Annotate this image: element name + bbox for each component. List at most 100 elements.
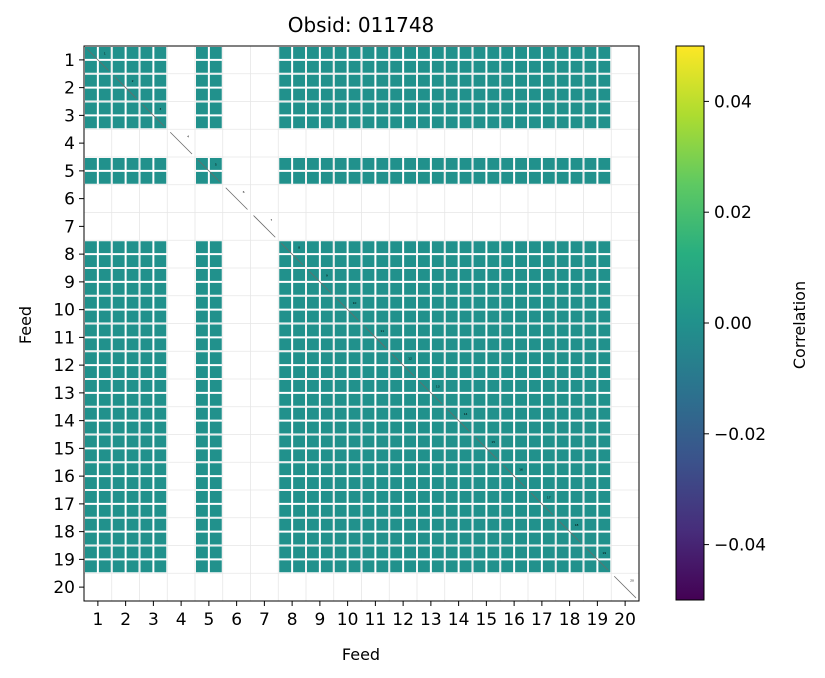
heatmap-cell <box>529 241 541 254</box>
heatmap-cell <box>570 310 583 323</box>
y-tick-label: 14 <box>53 412 75 432</box>
heatmap-cell <box>140 296 153 309</box>
heatmap-cell <box>112 352 125 365</box>
heatmap-cell <box>307 310 319 323</box>
heatmap-block-13-2 <box>112 380 139 406</box>
heatmap-cell <box>196 477 208 489</box>
heatmap-block-16-12 <box>390 463 416 489</box>
heatmap-cell <box>320 352 333 365</box>
heatmap-cell <box>501 477 514 489</box>
heatmap-cell <box>598 393 611 406</box>
heatmap-cell <box>112 102 125 115</box>
heatmap-cell <box>431 60 444 73</box>
heatmap-cell <box>598 158 611 170</box>
heatmap-cell <box>362 116 375 129</box>
heatmap-cell <box>196 352 208 365</box>
heatmap-cell <box>307 366 319 378</box>
heatmap-cell <box>307 546 319 559</box>
heatmap-cell <box>279 352 292 365</box>
heatmap-cell <box>293 352 305 365</box>
heatmap-cell <box>348 393 361 406</box>
heatmap-cell <box>98 282 111 295</box>
heatmap-cell <box>515 366 527 378</box>
heatmap-cell <box>320 532 333 545</box>
heatmap-block-10-3 <box>140 296 167 323</box>
heatmap-cell <box>598 324 611 337</box>
x-tick-label: 12 <box>392 610 414 630</box>
heatmap-cell <box>112 532 125 545</box>
heatmap-cell <box>542 393 555 406</box>
heatmap-cell <box>85 324 97 337</box>
heatmap-cell <box>404 158 416 170</box>
heatmap-block-5-12 <box>390 158 416 184</box>
heatmap-cell <box>418 74 430 87</box>
heatmap-cell <box>390 338 403 351</box>
heatmap-block-8-17 <box>529 241 555 267</box>
heatmap-cell <box>209 158 222 170</box>
heatmap-cell <box>418 338 430 351</box>
heatmap-cell <box>459 532 472 545</box>
heatmap-cell <box>529 380 541 392</box>
heatmap-cells <box>85 47 611 573</box>
heatmap-block-13-10 <box>334 380 361 406</box>
heatmap-cell <box>556 477 569 489</box>
heatmap-cell <box>154 518 167 531</box>
heatmap-cell <box>209 435 222 448</box>
heatmap-cell <box>542 310 555 323</box>
heatmap-cell <box>404 60 416 73</box>
heatmap-cell <box>126 560 139 573</box>
heatmap-cell <box>376 241 389 254</box>
heatmap-block-5-15 <box>473 158 500 184</box>
heatmap-cell <box>431 546 444 559</box>
heatmap-cell <box>126 546 139 559</box>
heatmap-cell <box>126 282 139 295</box>
heatmap-block-14-5 <box>196 407 222 434</box>
heatmap-cell <box>459 518 472 531</box>
heatmap-cell <box>362 380 375 392</box>
heatmap-cell <box>556 102 569 115</box>
heatmap-cell <box>98 296 111 309</box>
y-tick-label: 5 <box>64 162 75 182</box>
y-tick-label: 12 <box>53 356 75 376</box>
heatmap-cell <box>112 504 125 517</box>
heatmap-cell <box>196 74 208 87</box>
heatmap-cell <box>376 324 389 337</box>
heatmap-block-15-3 <box>140 435 167 462</box>
x-tick-label: 19 <box>587 610 609 630</box>
heatmap-cell <box>196 532 208 545</box>
heatmap-cell <box>348 560 361 573</box>
heatmap-block-13-15 <box>473 380 500 406</box>
heatmap-cell <box>98 407 111 420</box>
heatmap-cell <box>209 532 222 545</box>
heatmap-block-9-16 <box>501 269 527 295</box>
heatmap-cell <box>487 88 500 101</box>
heatmap-cell <box>404 393 416 406</box>
heatmap-cell <box>431 421 444 434</box>
heatmap-cell <box>473 560 486 573</box>
heatmap-cell <box>334 74 347 87</box>
heatmap-block-12-2 <box>112 352 139 378</box>
heatmap-cell <box>431 296 444 309</box>
heatmap-cell <box>362 88 375 101</box>
diagonal-label: 10 <box>353 301 357 305</box>
heatmap-cell <box>362 102 375 115</box>
heatmap-cell <box>140 47 153 59</box>
heatmap-cell <box>154 171 167 184</box>
heatmap-cell <box>584 407 597 420</box>
heatmap-block-16-3 <box>140 463 167 489</box>
heatmap-block-10-9 <box>307 296 333 323</box>
heatmap-cell <box>279 60 292 73</box>
heatmap-cell <box>126 324 139 337</box>
heatmap-cell <box>501 269 514 281</box>
heatmap-cell <box>348 324 361 337</box>
heatmap-cell <box>570 158 583 170</box>
heatmap-cell <box>376 282 389 295</box>
diagonal-line <box>142 104 165 127</box>
heatmap-cell <box>501 296 514 309</box>
heatmap-cell <box>279 449 292 462</box>
heatmap-cell <box>501 241 514 254</box>
heatmap-cell <box>154 380 167 392</box>
heatmap-cell <box>293 560 305 573</box>
heatmap-cell <box>584 116 597 129</box>
heatmap-cell <box>98 255 111 267</box>
